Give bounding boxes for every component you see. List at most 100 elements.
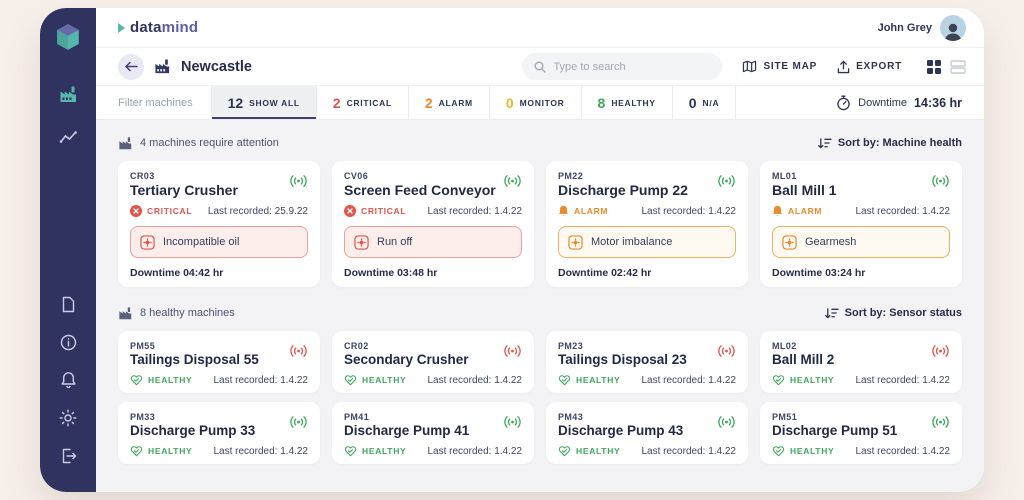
sort-icon: [824, 307, 839, 320]
sensor-signal-icon: [503, 415, 522, 429]
machine-card-pm23[interactable]: PM23 Tailings Disposal 23: [546, 331, 748, 393]
sensor-signal-icon: [931, 344, 950, 358]
machines-icon: [118, 306, 133, 320]
filter-tab-alarm[interactable]: 2 ALARM: [407, 86, 489, 119]
total-downtime: Downtime 14:36 hr: [836, 86, 984, 119]
sidebar-item-info[interactable]: [50, 324, 86, 360]
last-recorded: Last recorded: 1.4.22: [641, 205, 736, 217]
machine-code: PM22: [558, 171, 584, 181]
status-badge: ALARM: [772, 205, 822, 217]
grid-view-icon: [926, 59, 942, 75]
factory-icon: [154, 59, 171, 74]
page-title: Newcastle: [181, 58, 252, 75]
fault-icon: [782, 234, 797, 250]
machine-name: Discharge Pump 41: [344, 423, 470, 438]
filter-tab-critical[interactable]: 2 CRITICAL: [315, 86, 408, 119]
sensor-signal-icon: [931, 415, 950, 429]
machine-card-cr03[interactable]: CR03 Tertiary Crusher: [118, 161, 320, 287]
fault-chip[interactable]: Incompatible oil: [130, 226, 308, 258]
machine-code: PM43: [558, 412, 584, 422]
fault-chip[interactable]: Motor imbalance: [558, 226, 736, 258]
sort-label: Sort by: Sensor status: [844, 307, 962, 319]
healthy-heart-icon: [558, 445, 571, 457]
avatar: [940, 14, 966, 41]
status-badge: HEALTHY: [558, 445, 620, 457]
sort-by-sensor-status[interactable]: Sort by: Sensor status: [824, 307, 962, 320]
filter-tab-healthy[interactable]: 8 HEALTHY: [580, 86, 672, 119]
attention-cards: CR03 Tertiary Crusher: [118, 161, 962, 287]
factory-icon: [59, 86, 78, 103]
machine-card-cr02[interactable]: CR02 Secondary Crusher: [332, 331, 534, 393]
machine-name: Tailings Disposal 55: [130, 352, 259, 367]
user-name: John Grey: [877, 21, 932, 34]
fault-chip[interactable]: Gearmesh: [772, 226, 950, 258]
sidebar-item-settings[interactable]: [50, 400, 86, 436]
status-badge: HEALTHY: [130, 374, 192, 386]
last-recorded: Last recorded: 1.4.22: [213, 445, 308, 457]
list-view-button[interactable]: [950, 59, 966, 74]
search-input[interactable]: [553, 60, 711, 73]
downtime-value: 14:36 hr: [914, 95, 962, 110]
last-recorded: Last recorded: 1.4.22: [641, 445, 736, 457]
machine-card-pm43[interactable]: PM43 Discharge Pump 43: [546, 402, 748, 464]
site-map-button[interactable]: SITE MAP: [742, 60, 817, 73]
back-button[interactable]: [118, 53, 144, 80]
user-menu[interactable]: John Grey: [877, 14, 966, 41]
sensor-signal-icon: [717, 174, 736, 188]
stopwatch-icon: [836, 95, 851, 111]
status-badge: HEALTHY: [344, 445, 406, 457]
search-box[interactable]: [522, 53, 723, 80]
machine-card-pm51[interactable]: PM51 Discharge Pump 51: [760, 402, 962, 464]
fault-chip[interactable]: Run off: [344, 226, 522, 258]
sidebar-item-logout[interactable]: [50, 438, 86, 474]
last-recorded: Last recorded: 1.4.22: [855, 205, 950, 217]
machine-name: Ball Mill 1: [772, 182, 837, 198]
machine-code: CR02: [344, 341, 369, 351]
section-title: 4 machines require attention: [140, 137, 279, 149]
brand-logo[interactable]: datamind: [118, 19, 198, 36]
info-icon: [60, 334, 77, 351]
machine-card-pm33[interactable]: PM33 Discharge Pump 33: [118, 402, 320, 464]
grid-view-button[interactable]: [926, 59, 942, 75]
sidebar-item-sites[interactable]: [50, 76, 86, 112]
machine-card-ml02[interactable]: ML02 Ball Mill 2: [760, 331, 962, 393]
machine-card-pm55[interactable]: PM55 Tailings Disposal 55: [118, 331, 320, 393]
export-label: EXPORT: [856, 61, 902, 72]
arrow-left-icon: [124, 61, 138, 72]
sensor-signal-icon: [717, 344, 736, 358]
sensor-signal-icon: [717, 415, 736, 429]
list-view-icon: [950, 59, 966, 74]
sidebar-item-notifications[interactable]: [50, 362, 86, 398]
fault-icon: [140, 234, 155, 250]
sidebar-item-documents[interactable]: [50, 286, 86, 322]
machine-code: CV06: [344, 171, 369, 181]
filter-tab-show-all[interactable]: 12 SHOW ALL: [210, 86, 316, 119]
site-map-label: SITE MAP: [763, 61, 818, 72]
critical-icon: [130, 205, 142, 217]
brand-wordmark: datamind: [130, 19, 199, 36]
healthy-heart-icon: [344, 374, 357, 386]
healthy-heart-icon: [344, 445, 357, 457]
status-badge: HEALTHY: [558, 374, 620, 386]
app-logo-icon[interactable]: [53, 22, 83, 52]
critical-icon: [344, 205, 356, 217]
machine-card-pm22[interactable]: PM22 Discharge Pump 22: [546, 161, 748, 287]
section-title: 8 healthy machines: [140, 307, 235, 319]
sort-by-machine-health[interactable]: Sort by: Machine health: [817, 137, 962, 150]
export-button[interactable]: EXPORT: [837, 60, 902, 74]
machine-card-cv06[interactable]: CV06 Screen Feed Conveyor: [332, 161, 534, 287]
top-bar: datamind John Grey: [96, 8, 984, 48]
sidebar-item-analytics[interactable]: [50, 118, 86, 154]
filter-tab-monitor[interactable]: 0 MONITOR: [488, 86, 581, 119]
machine-name: Secondary Crusher: [344, 352, 469, 367]
search-icon: [534, 61, 547, 73]
filter-tab-na[interactable]: 0 N/A: [671, 86, 737, 119]
machine-card-ml01[interactable]: ML01 Ball Mill 1: [760, 161, 962, 287]
machine-card-pm41[interactable]: PM41 Discharge Pump 41: [332, 402, 534, 464]
machines-icon: [118, 136, 133, 150]
healthy-cards-row-2: PM33 Discharge Pump 33: [118, 402, 962, 464]
machine-name: Discharge Pump 33: [130, 423, 256, 438]
healthy-section: 8 healthy machines Sort by: Sensor statu…: [118, 300, 962, 464]
last-recorded: Last recorded: 25.9.22: [207, 205, 308, 217]
